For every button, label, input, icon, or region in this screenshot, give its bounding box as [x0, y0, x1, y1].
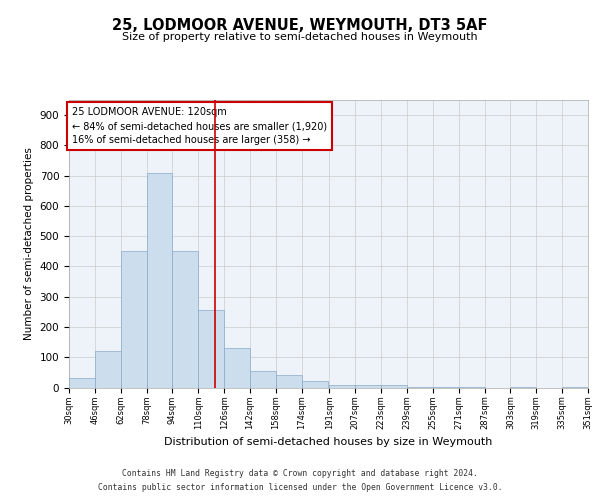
- Bar: [355, 385, 381, 388]
- Text: 25, LODMOOR AVENUE, WEYMOUTH, DT3 5AF: 25, LODMOOR AVENUE, WEYMOUTH, DT3 5AF: [112, 18, 488, 32]
- Text: Contains public sector information licensed under the Open Government Licence v3: Contains public sector information licen…: [98, 484, 502, 492]
- X-axis label: Distribution of semi-detached houses by size in Weymouth: Distribution of semi-detached houses by …: [164, 438, 493, 448]
- Bar: [199, 310, 224, 388]
- Bar: [224, 348, 250, 388]
- Bar: [381, 385, 407, 388]
- Bar: [458, 387, 485, 388]
- Bar: [329, 385, 355, 388]
- Text: 25 LODMOOR AVENUE: 120sqm
← 84% of semi-detached houses are smaller (1,920)
16% : 25 LODMOOR AVENUE: 120sqm ← 84% of semi-…: [71, 107, 327, 145]
- Bar: [407, 387, 433, 388]
- Text: Contains HM Land Registry data © Crown copyright and database right 2024.: Contains HM Land Registry data © Crown c…: [122, 468, 478, 477]
- Bar: [69, 378, 95, 388]
- Text: Size of property relative to semi-detached houses in Weymouth: Size of property relative to semi-detach…: [122, 32, 478, 42]
- Bar: [276, 376, 302, 388]
- Bar: [433, 387, 458, 388]
- Bar: [250, 371, 276, 388]
- Bar: [302, 382, 328, 388]
- Bar: [562, 387, 588, 388]
- Bar: [121, 252, 146, 388]
- Bar: [95, 351, 121, 388]
- Y-axis label: Number of semi-detached properties: Number of semi-detached properties: [24, 148, 34, 340]
- Bar: [146, 172, 172, 388]
- Bar: [511, 387, 536, 388]
- Bar: [172, 252, 199, 388]
